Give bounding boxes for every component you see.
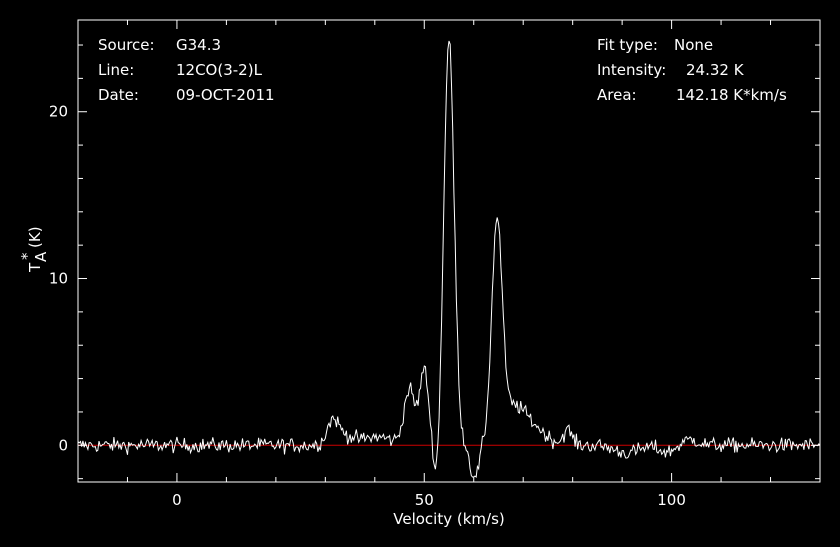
y-tick-label: 10	[49, 270, 68, 288]
x-tick-label: 100	[657, 491, 686, 509]
line-label: Line:	[98, 61, 134, 79]
y-axis-label-unit: (K)	[26, 226, 44, 248]
x-axis-label: Velocity (km/s)	[393, 510, 504, 528]
source-value: G34.3	[176, 36, 221, 54]
fit-type-value: None	[674, 36, 713, 54]
source-label: Source:	[98, 36, 155, 54]
area-value: 142.18 K*km/s	[676, 86, 787, 104]
y-axis-label-main: T	[26, 262, 44, 273]
x-tick-label: 50	[415, 491, 434, 509]
date-value: 09-OCT-2011	[176, 86, 275, 104]
fit-type-label: Fit type:	[597, 36, 658, 54]
axis-ticks: 0 50 100 0 10 20	[49, 20, 821, 509]
y-axis-label: T * A (K)	[18, 226, 50, 273]
plot-frame	[77, 19, 821, 483]
intensity-value: 24.32 K	[686, 61, 745, 79]
x-tick-label: 0	[172, 491, 182, 509]
spectrum-line	[77, 40, 821, 478]
y-tick-label: 20	[49, 103, 68, 121]
y-axis-label-sub: A	[32, 251, 50, 262]
intensity-label: Intensity:	[597, 61, 666, 79]
date-label: Date:	[98, 86, 139, 104]
y-tick-label: 0	[58, 436, 68, 454]
y-axis-label-sup: *	[18, 252, 36, 260]
line-value: 12CO(3-2)L	[176, 61, 263, 79]
area-label: Area:	[597, 86, 637, 104]
